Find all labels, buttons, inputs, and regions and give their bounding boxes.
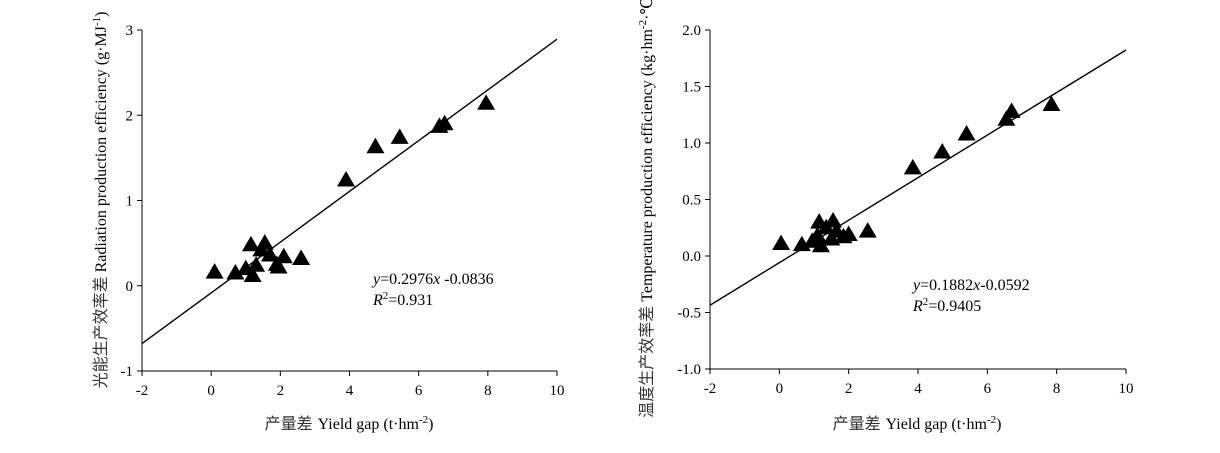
data-point [1002, 102, 1021, 118]
data-point [997, 110, 1016, 126]
y-axis-label: 温度生产效率差Temperature production efficiency… [637, 0, 656, 418]
data-point [269, 257, 288, 274]
data-point [772, 234, 791, 251]
chart-radiation: -1 0 1 2 3 -2 0 2 4 6 8 10 光能生产效率差Radiation produc… [91, 12, 565, 433]
x-tick-label: 6 [984, 381, 992, 397]
x-tick-label: -2 [704, 381, 717, 397]
x-tick-label: 0 [776, 381, 784, 397]
data-point [205, 263, 224, 279]
data-point [957, 124, 976, 141]
x-tick-label: -2 [136, 383, 149, 399]
data-point [1042, 95, 1061, 112]
data-point [241, 235, 260, 252]
y-tick-label: 1 [126, 194, 134, 210]
data-point [839, 225, 858, 242]
x-tick-label: 8 [484, 383, 492, 399]
trendline [141, 38, 558, 345]
y-tick-label: 3 [126, 23, 134, 39]
data-point [435, 114, 454, 131]
data-point [337, 171, 356, 187]
y-tick-label: 2.0 [682, 23, 701, 39]
y-tick-label: 2 [126, 108, 134, 124]
x-tick-label: 8 [1053, 381, 1061, 397]
y-tick-label: 1.5 [682, 80, 701, 96]
data-point [858, 222, 877, 238]
y-tick-label: 1.0 [682, 136, 701, 152]
y-tick-label: -0.5 [677, 306, 701, 322]
x-tick-label: 10 [550, 383, 565, 399]
data-point [292, 249, 311, 265]
x-tick-label: 6 [415, 383, 423, 399]
data-point [255, 234, 274, 250]
x-tick-label: 2 [845, 381, 853, 397]
data-point [390, 128, 409, 144]
data-point [477, 94, 496, 110]
r-squared: R2=0.9405 [912, 296, 981, 315]
x-tick-label: 10 [1119, 381, 1134, 397]
y-tick-label: 0 [126, 279, 134, 295]
x-tick-label: 0 [207, 383, 215, 399]
data-point [366, 137, 385, 154]
x-axis-label: 产量差 Yield gap (t·hm-2) [265, 414, 434, 433]
data-point [811, 236, 830, 253]
chart-temperature: -1.0 -0.5 0.0 0.5 1.0 1.5 2.0 -2 0 2 4 6 8 10 温度生产效率… [637, 0, 1134, 433]
x-tick-label: 4 [914, 381, 922, 397]
data-point [247, 256, 266, 272]
y-tick-label: -1 [121, 364, 134, 380]
x-tick-label: 2 [277, 383, 285, 399]
x-tick-label: 4 [346, 383, 354, 399]
x-axis-label: 产量差 Yield gap (t·hm-2) [833, 414, 1002, 433]
data-point [903, 158, 922, 175]
regression-equation: y=0.2976x -0.0836 [371, 271, 494, 288]
y-axis-label: 光能生产效率差Radiation production efficiency (… [91, 12, 110, 389]
data-point [933, 143, 952, 159]
r-squared: R2=0.931 [372, 290, 433, 309]
y-tick-label: -1.0 [677, 362, 701, 378]
data-point [808, 226, 827, 243]
data-point [226, 263, 245, 280]
data-point [824, 211, 843, 228]
data-point [243, 266, 262, 282]
trendline [709, 49, 1127, 306]
regression-equation: y=0.1882x-0.0592 [911, 277, 1030, 294]
data-point [274, 247, 293, 264]
data-point [260, 246, 279, 262]
y-tick-label: 0.5 [682, 193, 701, 209]
y-tick-label: 0.0 [682, 249, 701, 265]
